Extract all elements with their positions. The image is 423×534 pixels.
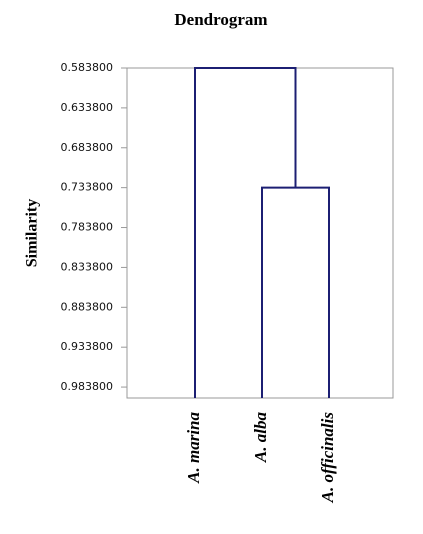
dendrogram-link [261,186,330,398]
plot-frame [126,67,394,399]
y-tick-label: 0.783800 [61,221,114,234]
y-tick-label: 0.583800 [61,61,114,74]
y-axis-label: Similarity [24,199,41,267]
chart-title: Dendrogram [174,10,267,29]
y-tick-label: 0.833800 [61,260,114,273]
y-tick-label: 0.883800 [61,300,114,313]
y-tick-label: 0.933800 [61,340,114,353]
y-tick-label: 0.683800 [61,141,114,154]
dendrogram-link [194,67,297,398]
leaf-label: A. alba [251,412,270,464]
leaf-label: A. marina [184,412,203,484]
y-tick-label: 0.733800 [61,181,114,194]
leaf-label: A. officinalis [318,412,337,504]
y-tick-label: 0.983800 [61,380,114,393]
y-tick-label: 0.633800 [61,101,114,114]
